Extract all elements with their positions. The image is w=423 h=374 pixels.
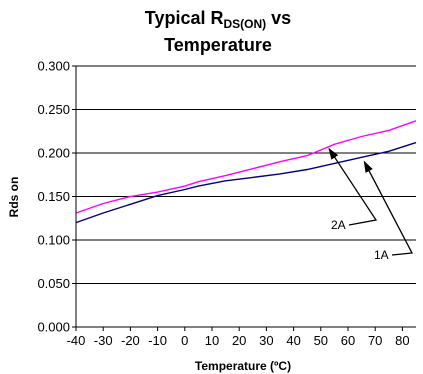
x-tick-label: 40 bbox=[286, 333, 300, 348]
x-tick-label: -20 bbox=[121, 333, 140, 348]
axes: 0.000 0.050 0.100 0.150 0.200 0.250 0.300 -40 -3… bbox=[37, 59, 416, 348]
series-line-2a bbox=[75, 120, 417, 214]
x-axis-title: Temperature (ºC) bbox=[195, 359, 291, 373]
x-tick-label: 30 bbox=[259, 333, 273, 348]
x-tick-label: 50 bbox=[314, 333, 328, 348]
annotations: 2A 1A bbox=[328, 147, 414, 262]
annotation-label-2a: 2A bbox=[331, 218, 346, 232]
x-tick-label: 60 bbox=[341, 333, 355, 348]
y-tick-label: 0.300 bbox=[37, 59, 70, 74]
y-tick-label: 0.100 bbox=[37, 233, 70, 248]
chart-title-line1: Typical RDS(ON) vs bbox=[145, 8, 291, 31]
y-tick-label: 0.000 bbox=[37, 320, 70, 335]
y-tick-label: 0.150 bbox=[37, 189, 70, 204]
y-axis-title: Rds on bbox=[7, 177, 21, 218]
x-tick-label: 70 bbox=[368, 333, 382, 348]
y-tick-label: 0.250 bbox=[37, 102, 70, 117]
annotation-arrow-1a bbox=[363, 160, 414, 256]
annotation-arrow-2a bbox=[328, 147, 378, 226]
x-tick-label: 0 bbox=[181, 333, 188, 348]
annotation-label-1a: 1A bbox=[374, 248, 389, 262]
x-tick-label: -10 bbox=[148, 333, 167, 348]
y-tick-label: 0.200 bbox=[37, 146, 70, 161]
series-line-1a bbox=[75, 141, 417, 224]
y-tick-label: 0.050 bbox=[37, 276, 70, 291]
gridlines bbox=[76, 65, 416, 284]
series-lines bbox=[75, 120, 417, 224]
chart-title-line2: Temperature bbox=[164, 35, 272, 55]
x-tick-label: -30 bbox=[94, 333, 113, 348]
x-tick-label: -40 bbox=[67, 333, 86, 348]
x-tick-label: 80 bbox=[395, 333, 409, 348]
x-tick-label: 20 bbox=[232, 333, 246, 348]
x-tick-label: 10 bbox=[205, 333, 219, 348]
